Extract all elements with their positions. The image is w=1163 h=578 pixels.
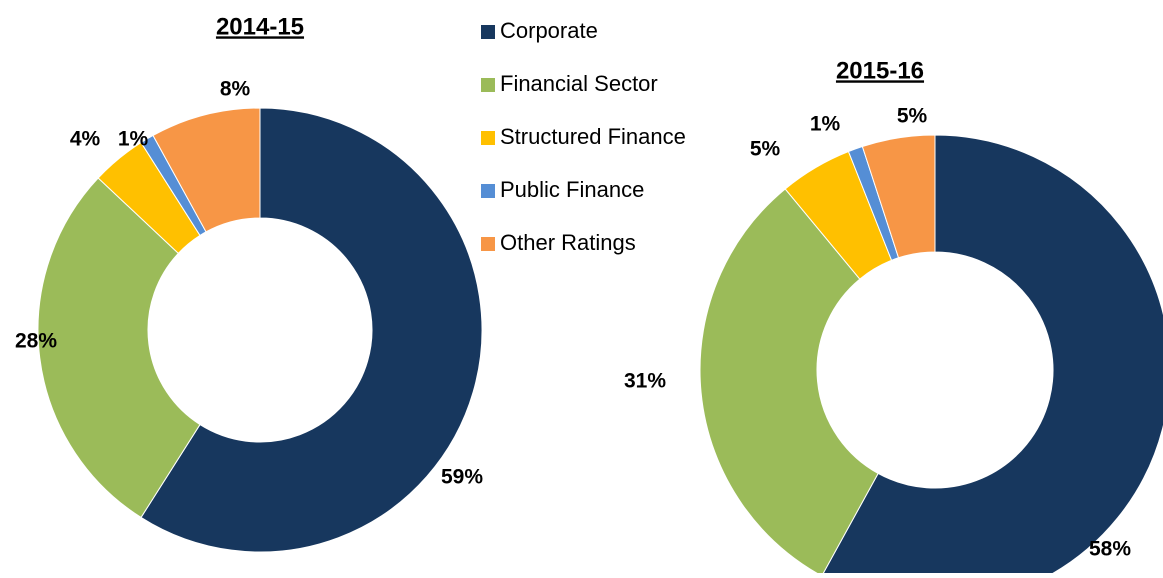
chart-title: 2015-16 [836, 57, 924, 84]
data-label: 31% [624, 370, 666, 393]
donut-slice [821, 134, 1163, 578]
data-label: 58% [1089, 538, 1131, 561]
donut-slice [699, 188, 879, 577]
legend-swatch [481, 78, 495, 92]
data-label: 5% [897, 105, 928, 128]
legend-label: Public Finance [500, 177, 644, 202]
data-label: 4% [70, 128, 101, 151]
data-label: 59% [441, 466, 483, 489]
chart-title: 2014-15 [216, 13, 304, 40]
legend-swatch [481, 184, 495, 198]
legend-label: Corporate [500, 18, 598, 43]
legend-swatch [481, 237, 495, 251]
data-label: 1% [810, 113, 841, 136]
donut-slice [37, 177, 201, 519]
data-label: 1% [118, 128, 149, 151]
legend-swatch [481, 25, 495, 39]
legend-label: Financial Sector [500, 71, 658, 96]
data-label: 28% [15, 330, 57, 353]
data-label: 8% [220, 78, 251, 101]
data-label: 5% [750, 138, 781, 161]
donut-slice [861, 134, 936, 259]
legend-swatch [481, 131, 495, 145]
donut-slice [140, 107, 483, 553]
donut-slice [152, 107, 261, 233]
legend-label: Other Ratings [500, 230, 636, 255]
legend-label: Structured Finance [500, 124, 686, 149]
